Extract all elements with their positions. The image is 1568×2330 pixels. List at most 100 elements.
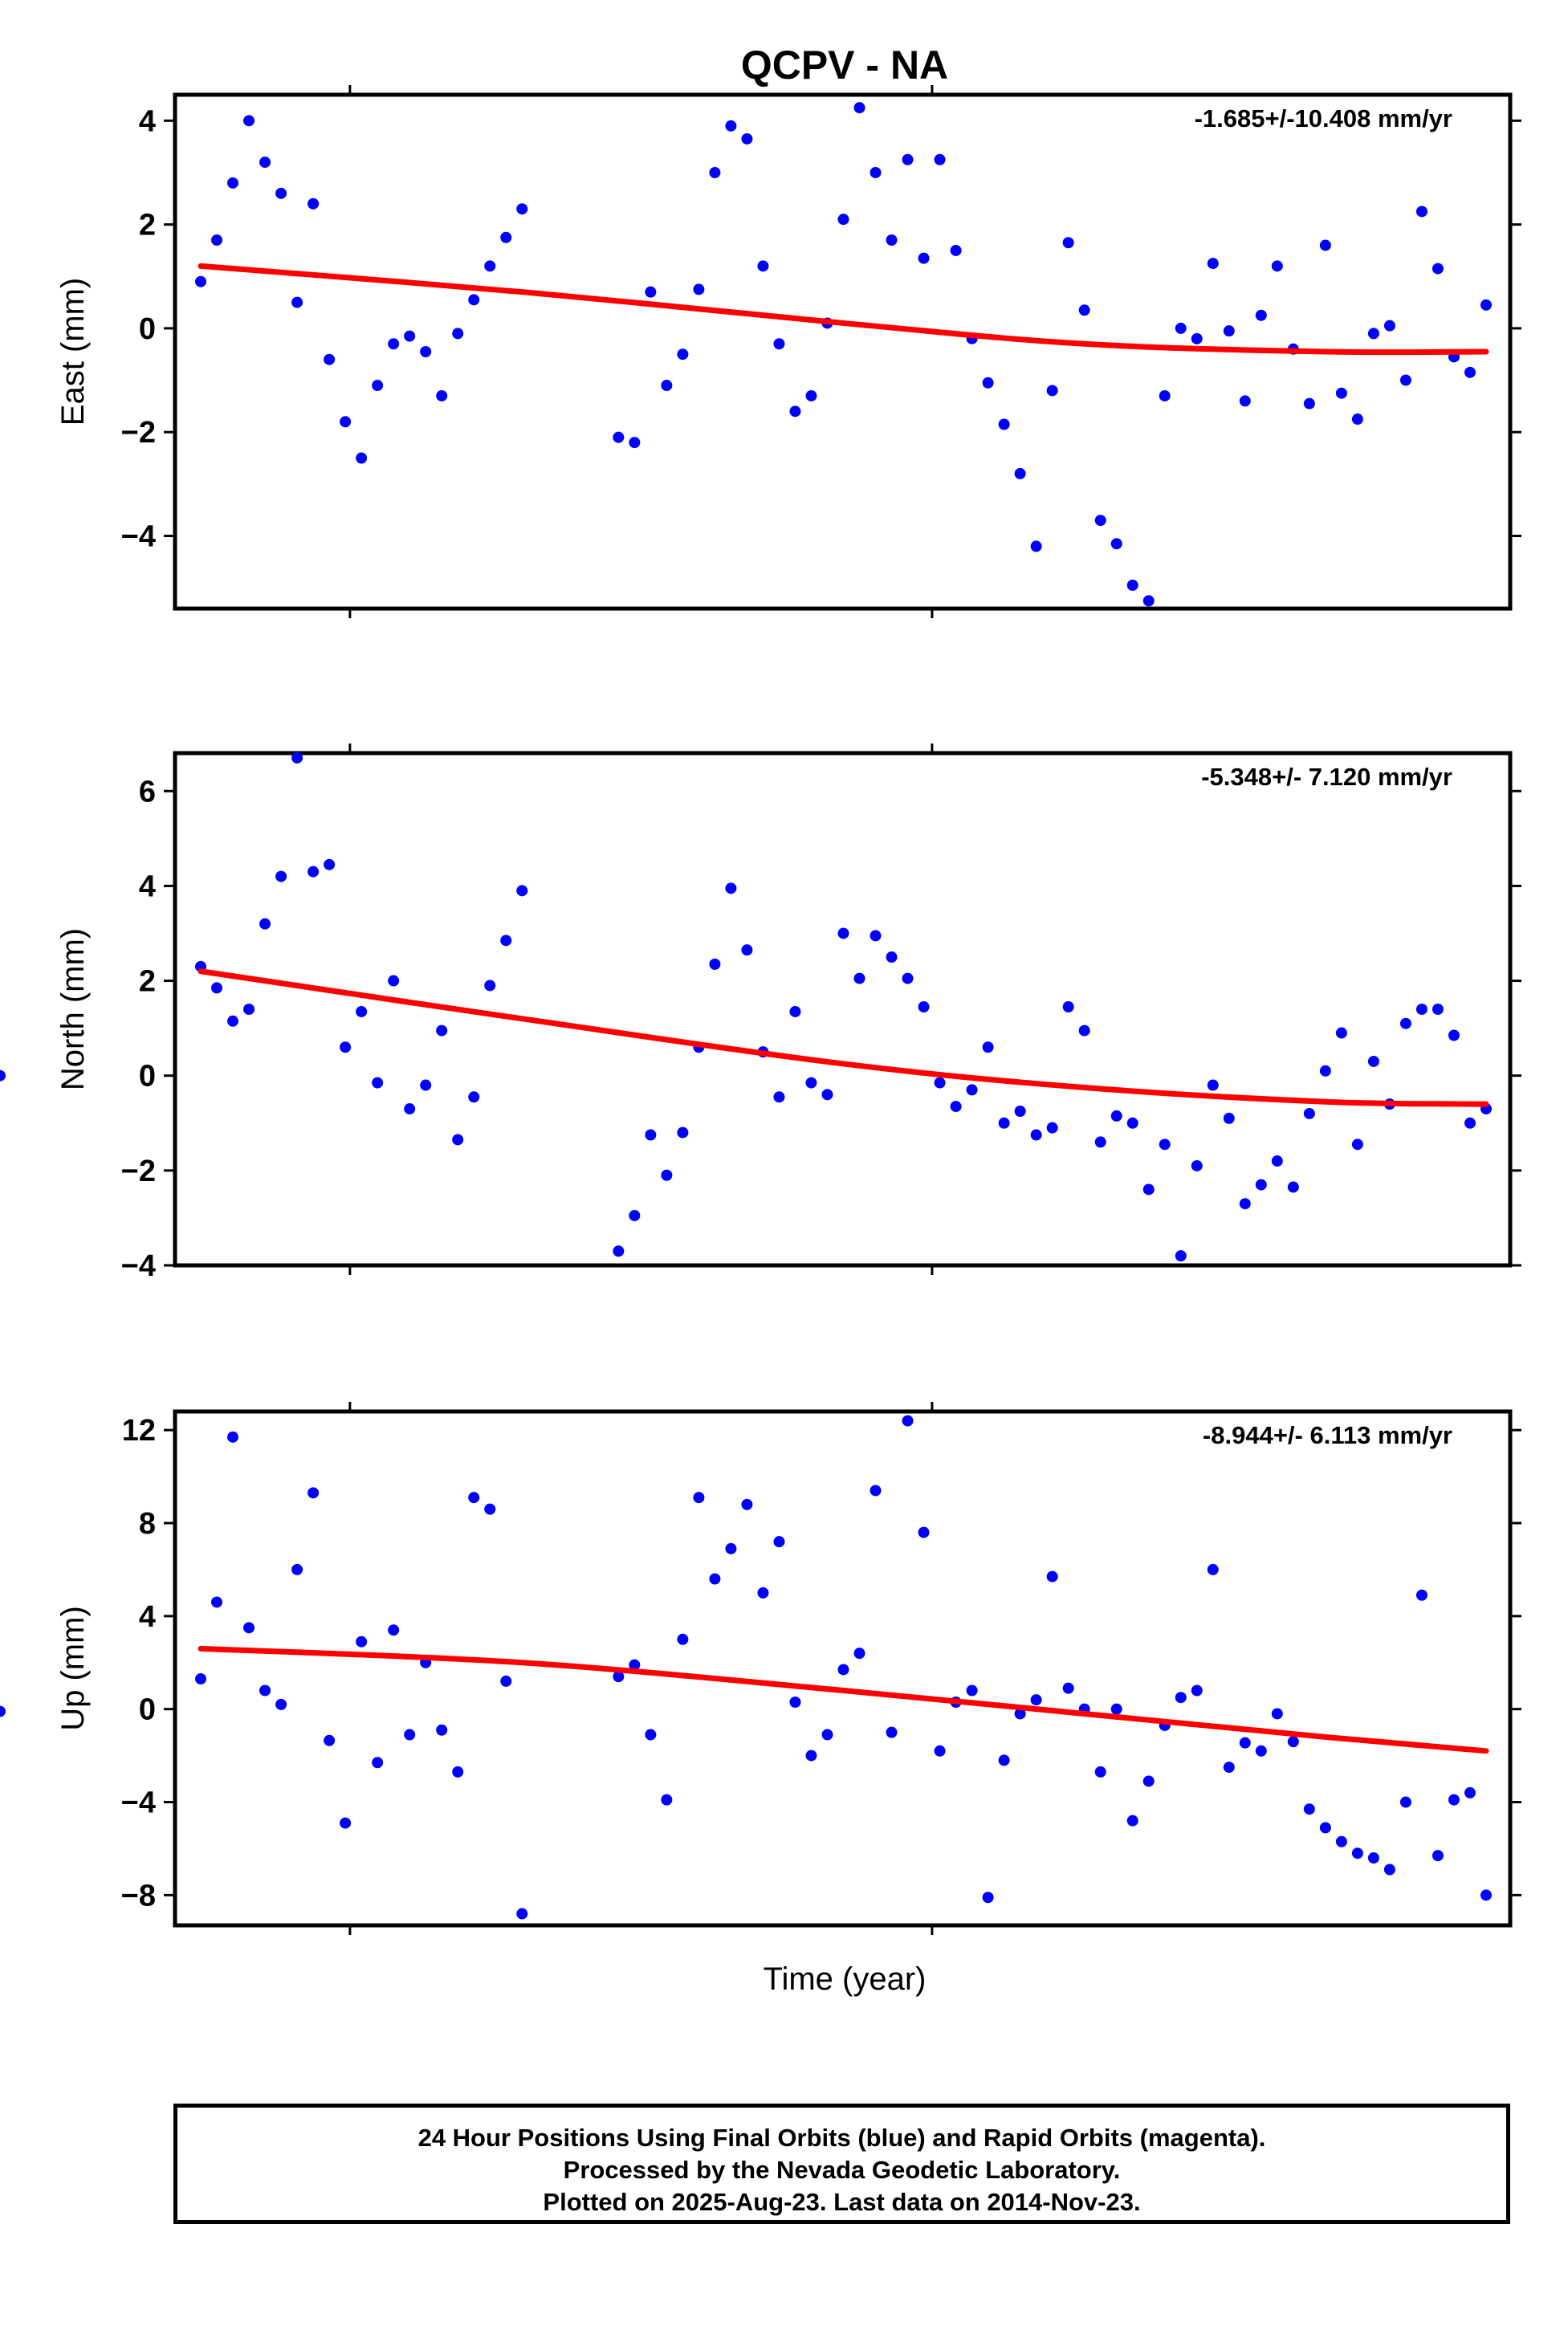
data-point (1175, 322, 1187, 334)
data-point (1239, 1737, 1251, 1749)
data-point (934, 1745, 946, 1757)
data-point (1480, 299, 1492, 311)
y-tick-label: −2 (121, 416, 156, 450)
data-point (629, 1659, 641, 1671)
velocity-annotation: -8.944+/- 6.113 mm/yr (1203, 1421, 1452, 1449)
data-point (693, 1492, 705, 1504)
data-point (1255, 309, 1267, 321)
data-point (468, 294, 480, 306)
data-point (1287, 1736, 1299, 1748)
data-point (1271, 260, 1283, 272)
data-point (259, 918, 271, 930)
data-point (757, 1587, 769, 1599)
data-point (452, 1134, 464, 1146)
data-point (1142, 1183, 1155, 1196)
data-point (372, 380, 384, 392)
data-point (452, 1766, 464, 1778)
data-point (420, 346, 432, 357)
data-point (902, 153, 914, 165)
data-point (1415, 206, 1427, 218)
data-point (982, 1041, 994, 1053)
data-point (853, 102, 865, 114)
data-point (950, 1101, 962, 1113)
data-point (243, 115, 255, 127)
data-point (966, 1684, 978, 1697)
data-point (1303, 1803, 1315, 1815)
data-point (725, 120, 737, 132)
data-point (853, 972, 865, 984)
data-point (886, 951, 898, 963)
data-point (998, 1754, 1010, 1766)
trend-line (198, 263, 1489, 356)
chart-panels: 4 2 0 −2 −4 East (mm) -1.685+/-10.408 mm/yr 6 4 2… (0, 85, 1521, 1935)
data-point (500, 1675, 512, 1687)
data-point (275, 1698, 287, 1710)
data-point (1014, 1106, 1026, 1118)
data-point (227, 177, 239, 189)
chart-title: QCPV - NA (741, 43, 948, 88)
y-axis-label: North (mm) (55, 928, 91, 1090)
data-point (1062, 237, 1074, 249)
note-line-processor: Processed by the Nevada Geodetic Laborat… (563, 2156, 1121, 2184)
data-point (356, 1005, 368, 1017)
data-point (227, 1015, 239, 1027)
data-point (1078, 1024, 1090, 1037)
data-point (789, 1005, 801, 1017)
data-point (1335, 1027, 1347, 1039)
data-point (757, 260, 769, 272)
y-tick-label: 4 (139, 1600, 156, 1634)
data-point (1046, 385, 1058, 397)
data-point (307, 866, 320, 878)
data-point (243, 1622, 255, 1634)
note-line-orbits: 24 Hour Positions Using Final Orbits (bl… (417, 2124, 1266, 2152)
data-point (886, 1726, 898, 1738)
data-point (1383, 1864, 1395, 1876)
data-point (1335, 1835, 1347, 1847)
data-point (1399, 1017, 1411, 1029)
data-point (195, 1673, 206, 1685)
data-point (837, 1664, 849, 1676)
y-tick-label: −2 (121, 1155, 156, 1188)
data-point (661, 1794, 673, 1806)
data-point (1432, 1004, 1444, 1015)
data-point (195, 275, 206, 287)
data-point (870, 1485, 882, 1497)
data-point (404, 330, 416, 342)
data-point (1367, 1852, 1379, 1864)
data-point (1094, 1136, 1106, 1148)
data-point (613, 431, 625, 443)
data-point (1271, 1155, 1283, 1167)
y-tick-label: −4 (121, 1786, 156, 1820)
y-tick-label: 12 (122, 1414, 156, 1448)
x-axis-label: Time (year) (764, 1961, 927, 1997)
data-point (1094, 1766, 1106, 1778)
data-point (484, 1503, 496, 1515)
data-point (436, 1724, 448, 1736)
y-axis-label: Up (mm) (55, 1606, 91, 1731)
data-point (709, 166, 721, 178)
y-tick-label: 0 (139, 1693, 156, 1727)
panel-east: 4 2 0 −2 −4 East (mm) -1.685+/-10.408 mm/yr (55, 85, 1521, 618)
data-point (1110, 1703, 1122, 1715)
data-point (1448, 1794, 1460, 1806)
data-point (420, 1079, 432, 1091)
y-tick-label: 0 (139, 312, 156, 346)
data-point (307, 1487, 320, 1499)
data-point (1207, 1563, 1219, 1575)
data-point (1046, 1570, 1058, 1583)
data-point (1142, 1775, 1155, 1787)
data-point (1207, 258, 1219, 270)
data-point (934, 153, 946, 165)
data-point (661, 1169, 673, 1181)
data-point (1319, 1822, 1331, 1834)
data-point (1126, 1117, 1138, 1129)
data-point (340, 1041, 352, 1053)
data-point (1014, 467, 1026, 479)
data-point (1030, 1129, 1042, 1141)
data-point (773, 338, 785, 350)
data-point (1255, 1745, 1267, 1757)
data-point (1432, 1850, 1444, 1862)
data-point (1271, 1708, 1283, 1720)
panel-north: 6 4 2 0 −2 −4 North (mm) -5.348+/- 7.120 mm/yr (0, 743, 1521, 1283)
